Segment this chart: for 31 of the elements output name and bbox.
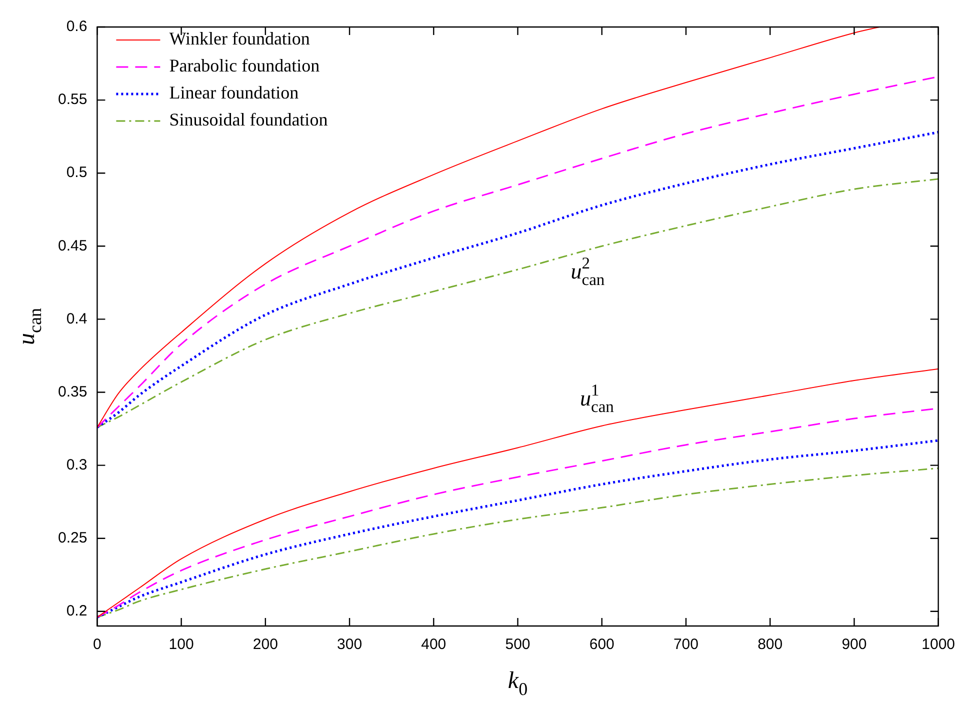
- x-tick-label: 0: [93, 636, 102, 654]
- x-tick-label: 1000: [922, 636, 956, 654]
- line-series: [97, 439, 938, 618]
- line-series: [97, 130, 938, 429]
- x-tick-label: 300: [337, 636, 362, 654]
- y-tick-label: 0.4: [66, 310, 88, 328]
- y-tick-label: 0.45: [58, 237, 88, 254]
- legend-label: Linear foundation: [169, 82, 299, 103]
- x-tick-label: 900: [842, 636, 867, 654]
- y-tick-label: 0.55: [58, 91, 88, 108]
- line-series: [97, 467, 938, 618]
- y-tick-label: 0.2: [66, 602, 88, 620]
- x-tick-label: 100: [168, 636, 194, 654]
- y-tick-label: 0.3: [66, 456, 88, 474]
- line-series: [97, 27, 880, 428]
- y-tick-label: 0.5: [66, 164, 88, 182]
- y-axis-title: ucan: [14, 308, 46, 345]
- x-tick-label: 200: [252, 636, 278, 654]
- x-tick-label: 700: [673, 636, 698, 654]
- line-series: [97, 368, 938, 618]
- y-tick-label: 0.6: [66, 18, 88, 36]
- x-tick-label: 600: [589, 636, 614, 654]
- y-tick-label: 0.25: [58, 529, 88, 546]
- legend-label: Sinusoidal foundation: [169, 110, 328, 130]
- legend-label: Parabolic foundation: [169, 56, 320, 76]
- y-tick-label: 0.35: [58, 383, 88, 400]
- line-series: [97, 178, 938, 428]
- x-tick-label: 800: [758, 636, 783, 654]
- x-tick-label: 400: [421, 636, 446, 654]
- x-tick-label: 500: [505, 636, 530, 654]
- legend-label: Winkler foundation: [169, 28, 310, 49]
